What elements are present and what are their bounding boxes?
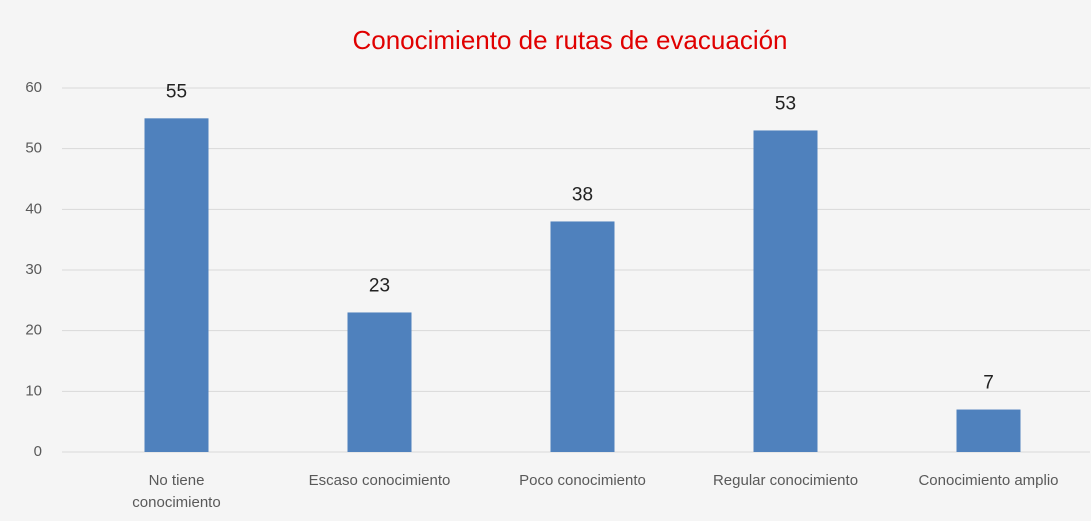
- bar: [144, 118, 209, 452]
- chart-title: Conocimiento de rutas de evacuación: [352, 25, 787, 55]
- x-tick-label: Regular conocimiento: [712, 472, 859, 489]
- data-label: 23: [369, 275, 390, 296]
- bar: [347, 312, 412, 452]
- x-tick-label: No tiene conocimiento: [132, 472, 221, 511]
- x-tick-label: Conocimiento amplio: [918, 472, 1059, 489]
- x-tick-label: Poco conocimiento: [519, 472, 646, 489]
- y-tick-label: 60: [25, 79, 42, 96]
- y-tick-label: 10: [25, 382, 42, 399]
- data-label: 53: [775, 93, 796, 114]
- y-tick-label: 50: [25, 140, 42, 157]
- y-tick-label: 0: [34, 443, 42, 460]
- data-label: 7: [983, 373, 994, 394]
- x-tick-label: Escaso conocimiento: [308, 472, 451, 489]
- data-label: 55: [166, 81, 187, 102]
- bar: [956, 409, 1021, 452]
- bar: [550, 221, 615, 452]
- y-tick-label: 30: [25, 261, 42, 278]
- y-tick-label: 40: [25, 200, 42, 217]
- y-tick-label: 20: [25, 322, 42, 339]
- data-label: 38: [572, 184, 593, 205]
- bar: [753, 130, 818, 452]
